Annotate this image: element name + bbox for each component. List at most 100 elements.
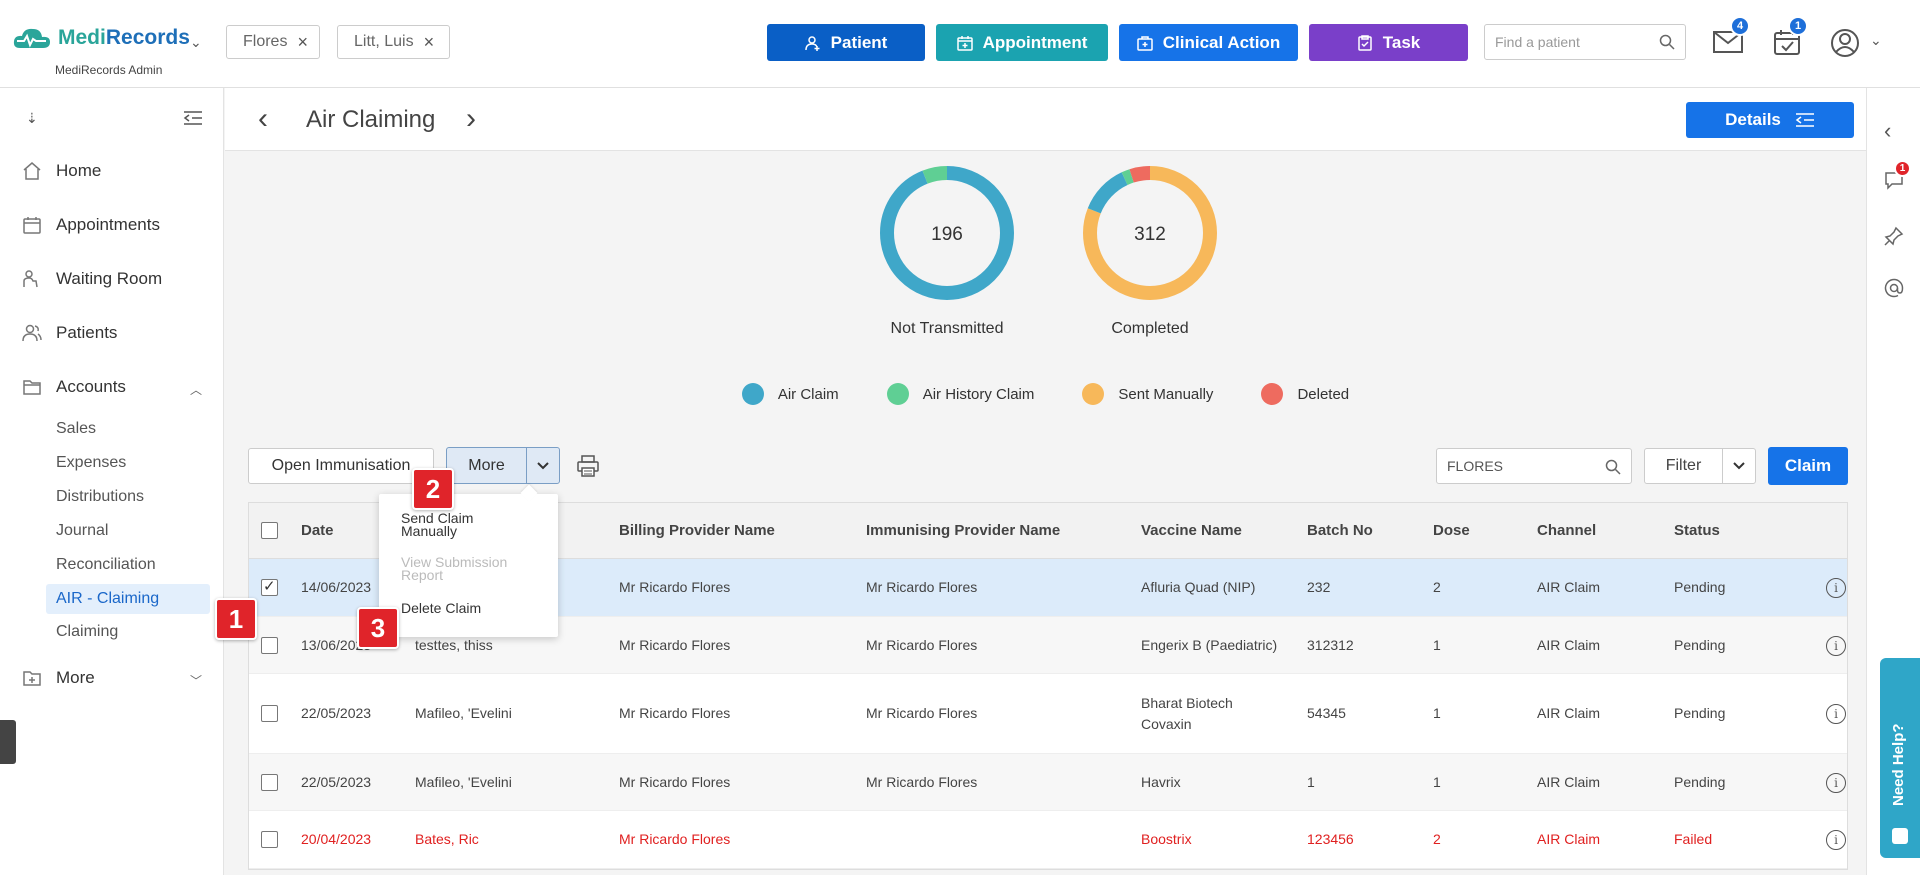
column-header-date[interactable]: Date [301,522,334,539]
side-drawer-tab[interactable] [0,720,16,764]
clinical-action-button[interactable]: Clinical Action [1119,24,1298,61]
print-icon[interactable] [576,454,600,481]
main-content: ‹ Air Claiming › Details 196 Not Transmi… [225,88,1866,875]
close-icon[interactable]: × [297,31,308,52]
collapse-sidebar-icon[interactable] [183,110,203,126]
info-icon[interactable]: i [1826,773,1846,793]
cell-patient: Bates, Ric [415,831,479,847]
sidebar-item-patients[interactable]: Patients [22,323,117,343]
row-checkbox[interactable] [261,637,278,654]
legend-item-air-claim: Air Claim [741,383,839,405]
tasks-button[interactable]: 1 [1773,16,1808,59]
filter-button[interactable]: Filter [1644,448,1756,484]
chevron-down-icon[interactable] [527,448,559,483]
task-button[interactable]: Task [1309,24,1468,61]
mention-icon[interactable] [1884,278,1904,301]
more-button[interactable]: More [446,447,560,484]
sidebar-subitem-reconciliation[interactable]: Reconciliation [56,556,156,573]
app-subtitle: MediRecords Admin [55,63,163,77]
sidebar-item-waiting-room[interactable]: Waiting Room [22,269,162,289]
sidebar-subitem-claiming[interactable]: Claiming [56,623,119,640]
table-search-input[interactable]: FLORES [1436,448,1632,484]
legend-label: Sent Manually [1118,385,1214,403]
open-immunisation-button[interactable]: Open Immunisation [248,448,434,484]
sidebar-subitem-journal[interactable]: Journal [56,522,109,539]
column-header-status[interactable]: Status [1674,522,1720,539]
send-claim-manually-line1: Send Claim [401,510,474,526]
sidebar-item-label: Patients [56,323,118,342]
collapse-all-icon[interactable]: ⇣ [26,110,38,126]
info-icon[interactable]: i [1826,578,1846,598]
cell-dose: 1 [1433,637,1441,653]
chevron-down-icon[interactable]: ﹀ [190,674,203,688]
need-help-tab[interactable]: Need Help? [1880,658,1920,858]
cell-batch-no: 1 [1307,774,1315,790]
folder-icon [23,380,41,395]
mail-button[interactable]: 4 [1713,16,1750,57]
sidebar-subitem-distributions[interactable]: Distributions [56,488,145,505]
delete-claim-item[interactable]: Delete Claim [401,600,482,616]
back-arrow-icon[interactable]: ‹ [258,102,268,135]
search-icon[interactable] [1605,459,1621,475]
user-menu[interactable]: ⌄ [1830,28,1882,61]
find-patient-input[interactable]: Find a patient [1484,24,1686,60]
send-claim-manually-item[interactable]: Send Claim Manually [401,510,541,538]
row-checkbox[interactable] [261,705,278,722]
sidebar-subitem-air-claiming[interactable]: AIR - Claiming [46,584,210,614]
page-title: Air Claiming [306,106,436,133]
column-header-vaccine-name[interactable]: Vaccine Name [1141,522,1242,539]
task-button-label: Task [1382,32,1421,52]
patient-tab-label: Litt, Luis [354,33,414,50]
sidebar-subitem-expenses[interactable]: Expenses [56,454,127,471]
forward-arrow-icon[interactable]: › [466,102,476,135]
clinical-action-button-label: Clinical Action [1162,32,1281,52]
sidebar-item-home[interactable]: Home [22,161,101,181]
details-button[interactable]: Details [1686,102,1854,138]
info-icon[interactable]: i [1826,830,1846,850]
patient-button[interactable]: Patient [767,24,925,61]
table-row[interactable]: 22/05/2023 Mafileo, 'Evelini Mr Ricardo … [249,674,1847,754]
chevron-up-icon[interactable]: ︿ [190,383,203,397]
info-icon[interactable]: i [1826,636,1846,656]
chevron-down-icon[interactable] [1723,449,1755,483]
sidebar-subitem-sales[interactable]: Sales [56,420,97,437]
appointment-button[interactable]: Appointment [936,24,1108,61]
sidebar-item-accounts[interactable]: Accounts [22,377,126,397]
column-header-batch-no[interactable]: Batch No [1307,522,1373,539]
row-checkbox[interactable] [261,577,278,596]
column-header-dose[interactable]: Dose [1433,522,1470,539]
chevron-down-icon[interactable]: ⌄ [190,34,202,50]
patient-tab[interactable]: Flores × [226,25,320,59]
legend-dot [1261,383,1284,405]
table-row[interactable]: 22/05/2023 Mafileo, 'Evelini Mr Ricardo … [249,754,1847,811]
column-header-immunising-provider[interactable]: Immunising Provider Name [866,522,1061,539]
chevron-left-icon[interactable]: ‹ [1884,118,1892,143]
search-icon[interactable] [1659,34,1675,50]
claim-button[interactable]: Claim [1768,447,1848,485]
close-icon[interactable]: × [423,31,435,52]
column-header-billing-provider[interactable]: Billing Provider Name [619,522,775,539]
cell-status: Pending [1674,579,1726,595]
select-all-checkbox[interactable] [261,522,278,539]
sidebar-item-appointments[interactable]: Appointments [22,215,160,235]
cell-channel: AIR Claim [1537,831,1601,847]
view-submission-report-line1: View Submission [401,554,508,570]
cell-immunising-provider: Mr Ricardo Flores [866,774,978,790]
comments-button[interactable]: 1 [1884,160,1911,193]
mail-badge: 4 [1730,16,1750,36]
cell-date: 14/06/2023 [301,579,372,595]
calendar-check-icon [1774,30,1800,55]
claims-table: Date Billing Provider Name Immunising Pr… [248,502,1848,870]
app-logo[interactable]: MediRecords [12,26,190,50]
info-icon[interactable]: i [1826,704,1846,724]
patient-tab[interactable]: Litt, Luis × [337,25,450,59]
row-checkbox[interactable] [261,831,278,848]
table-row[interactable]: 20/04/2023 Bates, Ric Mr Ricardo Flores … [249,811,1847,869]
sidebar-controls: ⇣ [26,110,203,127]
pin-icon[interactable] [1884,226,1904,249]
row-checkbox[interactable] [261,774,278,791]
patient-tab-label: Flores [243,33,288,50]
cell-billing-provider: Mr Ricardo Flores [619,831,731,847]
column-header-channel[interactable]: Channel [1537,522,1597,539]
sidebar-item-more[interactable]: More [22,668,95,688]
